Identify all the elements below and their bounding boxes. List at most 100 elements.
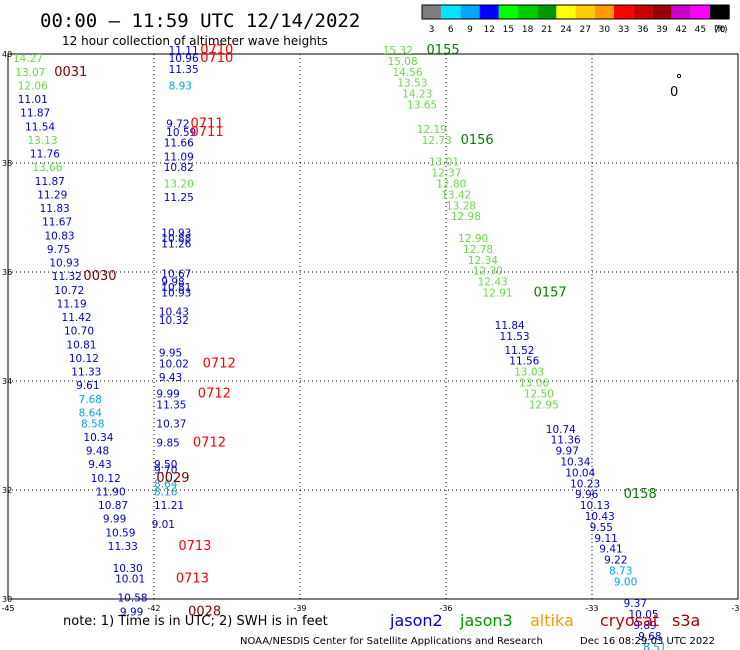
legend-label: 27 <box>579 25 590 35</box>
wave-height-value: 10.02 <box>159 358 189 370</box>
satellite-legend-label: altika <box>530 611 574 630</box>
legend-border <box>421 4 730 20</box>
wave-height-value: 12.50 <box>524 388 554 400</box>
wave-height-value: 9.97 <box>556 446 579 458</box>
wave-height-values: 11.0111.8711.5411.7611.8711.2911.8311.67… <box>13 45 667 650</box>
wave-height-value: 14.56 <box>392 67 422 79</box>
wave-height-value: 13.66 <box>32 162 62 174</box>
footer-credit: NOAA/NESDIS Center for Satellite Applica… <box>240 636 543 647</box>
pass-time-label: 0711 <box>191 125 224 140</box>
wave-height-value: 9.99 <box>156 388 179 400</box>
footer-timestamp: Dec 16 08:29:03 UTC 2022 <box>580 636 715 647</box>
x-tick-label: -39 <box>293 604 306 613</box>
wave-height-value: 9.11 <box>594 533 617 545</box>
legend-label: 9 <box>467 25 473 35</box>
legend-swatch <box>537 5 557 19</box>
map-mark-dot <box>676 73 682 79</box>
legend-label: 39 <box>656 25 668 35</box>
wave-height-value: 9.98 <box>161 277 184 289</box>
legend-swatch <box>652 5 672 19</box>
wave-height-value: 12.95 <box>529 399 559 411</box>
map-mark-text: 0 <box>670 85 678 100</box>
wave-height-value: 12.06 <box>18 80 48 92</box>
x-tick-label: -42 <box>147 604 160 613</box>
wave-height-value: 12.90 <box>458 233 488 245</box>
wave-height-value: 13.53 <box>397 78 427 90</box>
wave-height-value: 9.68 <box>638 631 661 643</box>
pass-time-label: 0712 <box>203 356 236 371</box>
wave-height-value: 9.50 <box>154 459 177 471</box>
legend-swatch <box>690 5 710 19</box>
wave-height-value: 10.70 <box>64 326 94 338</box>
satellite-legend-label: jason3 <box>459 611 513 630</box>
pass-time-label: 0030 <box>83 269 116 284</box>
pass-time-label: 0712 <box>193 435 226 450</box>
wave-height-value: 15.08 <box>388 56 418 68</box>
wave-height-value: 13.20 <box>164 179 194 191</box>
footer-note: note: 1) Time is in UTC; 2) SWH is in fe… <box>63 614 328 629</box>
wave-height-value: 11.26 <box>161 238 191 250</box>
wave-height-value: 10.82 <box>164 162 194 174</box>
wave-height-value: 10.81 <box>161 282 191 294</box>
legend-unit: (ft) <box>714 25 728 35</box>
legend-swatch <box>498 5 518 19</box>
wave-height-value: 10.59 <box>166 127 196 139</box>
legend-label: 45 <box>695 25 706 35</box>
wave-height-value: 12.37 <box>431 168 461 180</box>
wave-height-value: 11.87 <box>35 176 65 188</box>
wave-height-value: 12.30 <box>473 266 503 278</box>
wave-height-value: 11.67 <box>42 217 72 229</box>
legend-label: 70 <box>714 25 726 35</box>
color-legend: 3 6 9 12 15 18 21 24 27 30 33 36 39 42 45 70(ft) <box>421 4 730 35</box>
wave-height-value: 14.27 <box>13 53 43 65</box>
legend-label: 12 <box>483 25 494 35</box>
wave-height-value: 9.95 <box>159 347 182 359</box>
legend-label: 42 <box>675 25 686 35</box>
wave-height-value: 10.83 <box>45 230 75 242</box>
wave-height-value: 9.99 <box>120 606 143 618</box>
wave-height-value: 13.65 <box>407 100 437 112</box>
legend-swatch <box>460 5 480 19</box>
wave-height-value: 13.28 <box>446 200 476 212</box>
wave-height-value: 12.78 <box>463 244 493 256</box>
wave-height-value: 11.33 <box>71 367 101 379</box>
wave-height-value: 10.13 <box>580 500 610 512</box>
wave-height-value: 9.96 <box>575 489 599 501</box>
wave-height-value: 9.01 <box>152 519 175 531</box>
wave-height-value: 11.52 <box>504 345 534 357</box>
legend-label: 6 <box>448 25 454 35</box>
wave-height-value: 13.07 <box>15 67 45 79</box>
pass-time-label: 0710 <box>200 43 233 58</box>
wave-height-value: 10.12 <box>91 473 121 485</box>
page-title: 00:00 – 11:59 UTC 12/14/2022 <box>40 10 360 32</box>
wave-height-value: 10.43 <box>159 307 189 319</box>
wave-height-value: 11.09 <box>164 151 194 163</box>
wave-height-value: 14.23 <box>402 89 432 101</box>
wave-height-value: 9.89 <box>633 620 656 632</box>
legend-swatch <box>422 5 442 19</box>
wave-height-value: 11.66 <box>164 138 194 150</box>
legend-swatch <box>633 5 653 19</box>
wave-height-value: 9.37 <box>624 598 647 610</box>
wave-height-value: 13.42 <box>441 189 471 201</box>
wave-height-value: 11.19 <box>57 298 87 310</box>
wave-height-value: 10.37 <box>156 418 186 430</box>
wave-height-value: 9.43 <box>159 372 182 384</box>
wave-height-value: 11.21 <box>154 500 184 512</box>
wave-height-value: 10.96 <box>169 53 199 65</box>
wave-height-value: 15.32 <box>383 45 413 57</box>
y-tick-label: 40 <box>2 50 12 59</box>
wave-height-value: 8.64 <box>79 407 103 419</box>
wave-height-value: 9.22 <box>604 555 627 567</box>
wave-height-value: 10.30 <box>113 563 143 575</box>
y-tick-label: 30 <box>2 595 12 604</box>
wave-height-value: 11.42 <box>62 312 92 324</box>
wave-height-value: 10.93 <box>161 228 191 240</box>
wave-height-value: 10.67 <box>161 268 191 280</box>
pass-time-label: 0155 <box>427 43 460 58</box>
wave-height-value: 10.72 <box>54 285 84 297</box>
wave-height-value: 9.85 <box>156 437 179 449</box>
pass-time-label: 0713 <box>178 539 211 554</box>
wave-height-value: 10.93 <box>161 288 191 300</box>
